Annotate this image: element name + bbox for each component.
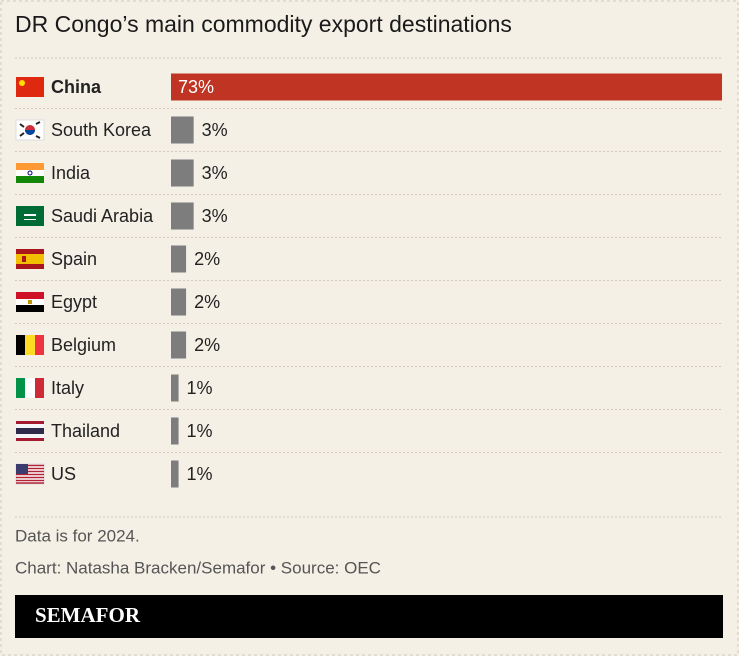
category-label: Italy bbox=[51, 378, 84, 398]
bar bbox=[171, 73, 722, 101]
bar bbox=[171, 116, 194, 144]
value-label: 2% bbox=[194, 292, 220, 312]
category-label: Spain bbox=[51, 249, 97, 269]
flag bbox=[16, 77, 44, 97]
flag bbox=[16, 163, 44, 183]
value-label: 3% bbox=[202, 120, 228, 140]
value-label: 1% bbox=[187, 421, 213, 441]
value-label: 2% bbox=[194, 249, 220, 269]
flag bbox=[15, 463, 45, 485]
flags bbox=[15, 77, 45, 485]
value-label: 1% bbox=[187, 378, 213, 398]
flag bbox=[15, 119, 45, 141]
note: Data is for 2024. bbox=[15, 526, 140, 545]
bar bbox=[171, 288, 187, 316]
flag bbox=[16, 378, 44, 398]
flag bbox=[16, 249, 44, 269]
category-label: US bbox=[51, 464, 76, 484]
brand: SEMAFOR bbox=[35, 603, 141, 627]
chart-title: DR Congo’s main commodity export destina… bbox=[15, 11, 512, 37]
category-label: Thailand bbox=[51, 421, 120, 441]
value-label: 1% bbox=[187, 464, 213, 484]
category-label: India bbox=[51, 163, 91, 183]
flag bbox=[16, 292, 44, 312]
note: Chart: Natasha Bracken/Semafor • Source:… bbox=[15, 558, 381, 577]
value-label: 3% bbox=[202, 163, 228, 183]
bar bbox=[171, 202, 194, 230]
value-label: 2% bbox=[194, 335, 220, 355]
category-label: South Korea bbox=[51, 120, 152, 140]
bar bbox=[171, 159, 194, 187]
flag bbox=[16, 421, 44, 441]
category-label: China bbox=[51, 77, 102, 97]
value-label: 73% bbox=[178, 77, 214, 97]
flag bbox=[16, 206, 44, 226]
bar bbox=[171, 331, 187, 359]
flag bbox=[16, 335, 44, 355]
bar bbox=[171, 460, 179, 488]
brand-bar bbox=[15, 595, 723, 638]
value-label: 3% bbox=[202, 206, 228, 226]
bar bbox=[171, 245, 187, 273]
category-label: Belgium bbox=[51, 335, 116, 355]
category-label: Saudi Arabia bbox=[51, 206, 154, 226]
bar bbox=[171, 374, 179, 402]
category-label: Egypt bbox=[51, 292, 97, 312]
bar bbox=[171, 417, 179, 445]
